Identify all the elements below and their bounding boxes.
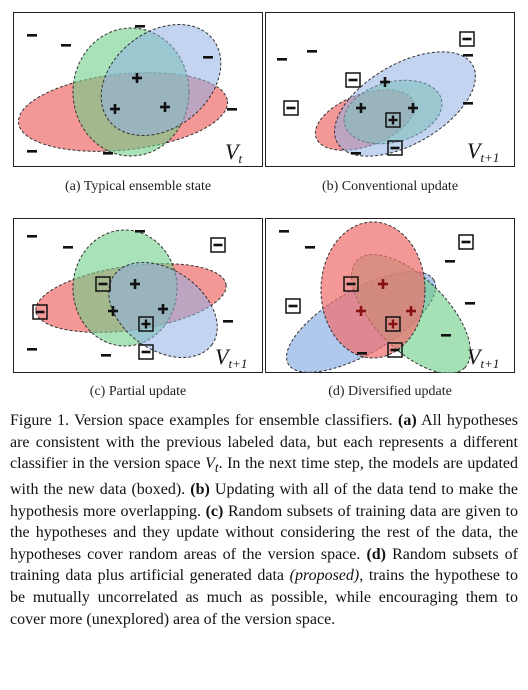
- panel-c: Vt+1: [13, 218, 263, 373]
- caption-text: All hypotheses are consistent with the p…: [10, 412, 518, 473]
- caption-proposed: (proposed): [289, 567, 360, 585]
- plus-markers: [356, 77, 418, 113]
- panel-b: Vt+1: [265, 12, 515, 167]
- boxed-minus-markers: [283, 31, 475, 156]
- figure-label: Figure 1.: [10, 412, 70, 429]
- caption-ref-d: (d): [366, 545, 387, 563]
- hypothesis-blue: [100, 23, 222, 137]
- plus-markers: [356, 279, 416, 316]
- boxed-plus: [138, 316, 154, 332]
- boxed-minus-markers: [285, 234, 474, 358]
- version-space-label: Vt: [225, 139, 242, 166]
- caption-text: Version space examples for ensemble clas…: [69, 412, 399, 429]
- subcaption-c: (c) Partial update: [89, 384, 187, 399]
- minus-markers: [277, 50, 473, 155]
- version-space-subscript: t: [214, 460, 219, 476]
- subcaption-d: (d) Diversified update: [328, 384, 452, 399]
- caption-text: Random subsets of training data are give…: [10, 502, 518, 563]
- plus-markers: [110, 73, 170, 114]
- hypothesis-blue: [334, 51, 476, 157]
- figure-caption: Figure 1. Version space examples for ens…: [10, 410, 518, 630]
- caption-text: Updating with all of the data tend to ma…: [10, 480, 518, 520]
- minus-markers: [27, 230, 233, 357]
- version-space-symbol: V: [205, 455, 215, 473]
- panel-d: Vt+1: [265, 218, 515, 373]
- version-space-label: Vt+1: [467, 344, 499, 371]
- caption-text: , trains the hypothese to be mutually un…: [10, 567, 518, 628]
- panel-a: Vt: [13, 12, 263, 167]
- hypothesis-red: [320, 221, 426, 359]
- version-space-label: Vt+1: [215, 344, 247, 371]
- boxed-plus: [385, 112, 401, 128]
- minus-markers: [27, 25, 237, 155]
- caption-text: Random subsets of training data plus art…: [10, 545, 519, 585]
- panel-c-figure: Vt+1: [13, 218, 263, 373]
- caption-ref-b: (b): [190, 480, 210, 498]
- caption-text: . In the next time step, the models are …: [10, 455, 519, 498]
- panel-a-figure: Vt: [13, 12, 263, 167]
- caption-ref-a: (a): [398, 412, 417, 429]
- panel-d-figure: Vt+1: [265, 218, 515, 373]
- panel-b-figure: Vt+1: [265, 12, 515, 167]
- caption-ref-c: (c): [205, 502, 224, 520]
- minus-markers: [279, 230, 475, 355]
- boxed-plus: [385, 316, 401, 332]
- plus-markers: [108, 279, 168, 316]
- subcaption-b: (b) Conventional update: [321, 179, 459, 194]
- subcaption-a: (a) Typical ensemble state: [64, 179, 212, 194]
- boxed-minus-markers: [32, 237, 226, 360]
- version-space-label: Vt+1: [467, 138, 499, 165]
